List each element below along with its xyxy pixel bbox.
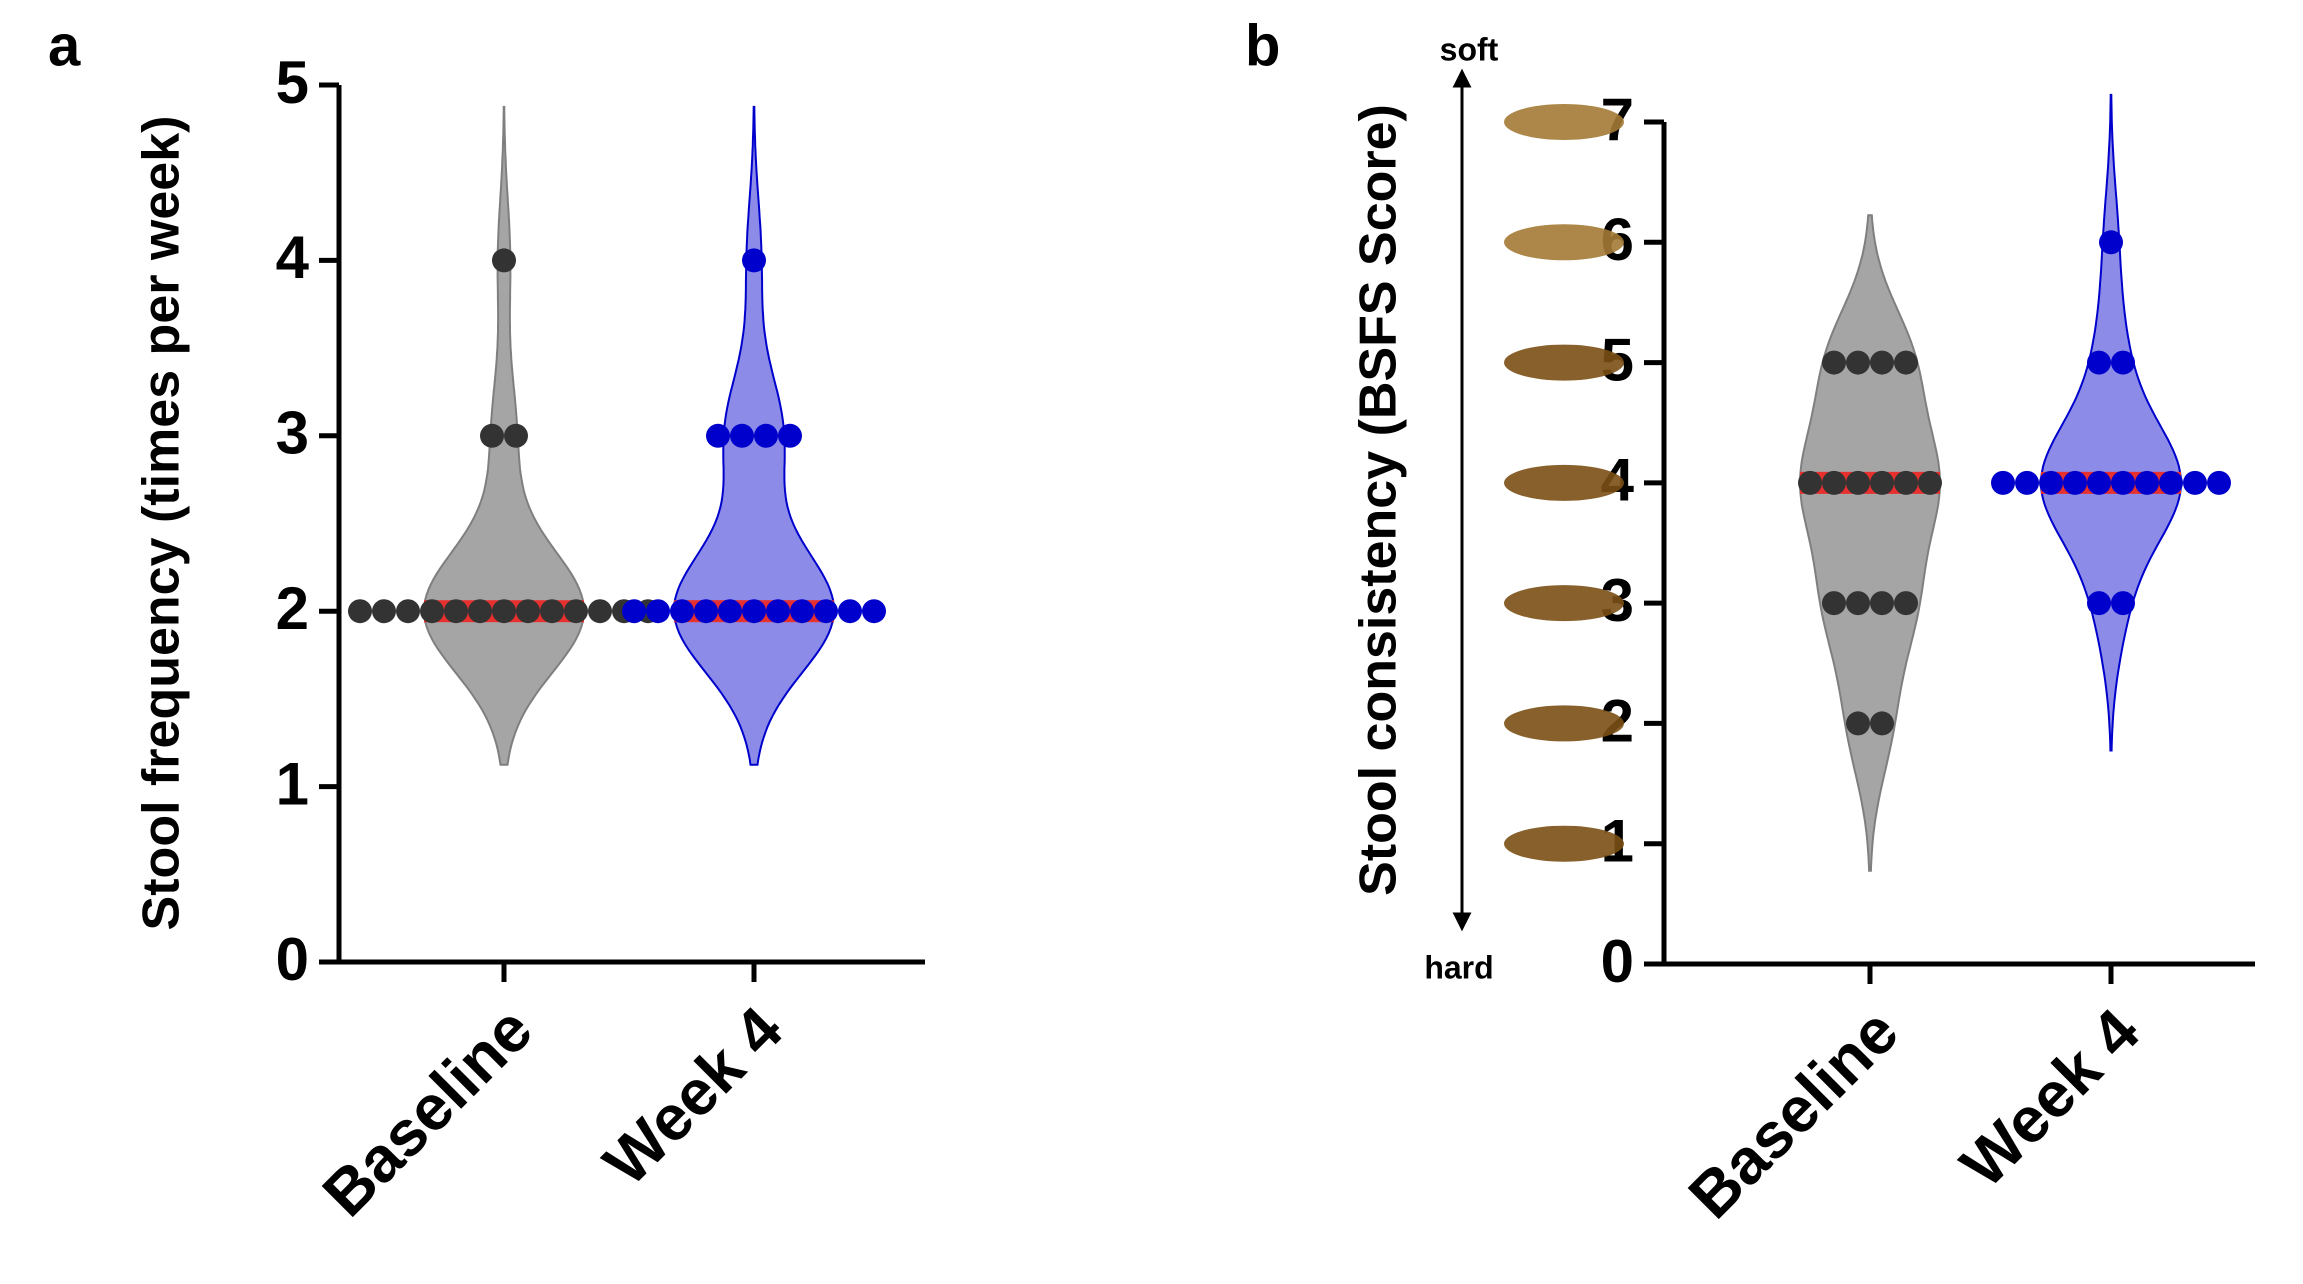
data-point	[1918, 470, 1942, 495]
data-point	[480, 423, 504, 448]
panel-label: a	[48, 13, 81, 78]
stool-icon	[1504, 585, 1624, 622]
stool-icon	[1504, 224, 1624, 261]
data-point	[742, 599, 766, 624]
data-point	[766, 599, 790, 624]
x-tick-label: Baseline	[1675, 995, 1912, 1232]
data-point	[694, 599, 718, 624]
data-point	[444, 599, 468, 624]
data-point	[540, 599, 564, 624]
data-point	[754, 423, 778, 448]
data-point	[2099, 230, 2123, 255]
data-point	[2087, 591, 2111, 616]
data-point	[1894, 591, 1918, 616]
data-point	[2183, 470, 2207, 495]
data-point	[2087, 350, 2111, 375]
data-point	[706, 423, 730, 448]
data-point	[646, 599, 670, 624]
data-point	[2135, 470, 2159, 495]
data-point	[2207, 470, 2231, 495]
data-point	[838, 599, 862, 624]
annotation: hard	[1424, 949, 1493, 985]
data-point	[1846, 470, 1870, 495]
violin	[2039, 93, 2183, 752]
data-point	[790, 599, 814, 624]
data-point	[2111, 591, 2135, 616]
data-point	[504, 423, 528, 448]
data-point	[492, 248, 516, 273]
stool-icon	[1504, 464, 1624, 501]
panel-label: b	[1245, 13, 1280, 78]
stool-icon	[1504, 825, 1624, 862]
data-point	[718, 599, 742, 624]
stool-icon	[1504, 104, 1624, 140]
y-tick-label: 1	[276, 750, 309, 817]
data-point	[742, 248, 766, 273]
x-tick-label: Week 4	[590, 993, 796, 1199]
y-tick-label: 0	[276, 926, 309, 993]
data-point	[2087, 470, 2111, 495]
data-point	[2111, 470, 2135, 495]
data-point	[468, 599, 492, 624]
data-point	[588, 599, 612, 624]
data-point	[1822, 350, 1846, 375]
data-point	[1798, 470, 1822, 495]
data-point	[622, 599, 646, 624]
data-point	[778, 423, 802, 448]
scale-arrow	[1452, 68, 1472, 932]
x-tick-label: Baseline	[309, 993, 546, 1230]
data-point	[730, 423, 754, 448]
data-point	[372, 599, 396, 624]
y-axis-title: Stool consistency (BSFS Score)	[1350, 104, 1408, 896]
data-point	[670, 599, 694, 624]
data-point	[2063, 470, 2087, 495]
data-point	[1846, 591, 1870, 616]
y-tick-label: 3	[276, 400, 309, 467]
x-tick-label: Week 4	[1947, 995, 2153, 1201]
y-tick-label: 4	[276, 224, 310, 291]
y-tick-label: 2	[276, 575, 309, 642]
data-point	[2159, 470, 2183, 495]
data-point	[2015, 470, 2039, 495]
data-point	[1822, 470, 1846, 495]
data-point	[420, 599, 444, 624]
data-point	[2111, 350, 2135, 375]
stool-icon	[1504, 344, 1624, 381]
data-point	[862, 599, 886, 624]
data-point	[1991, 470, 2015, 495]
stool-icon	[1504, 705, 1624, 742]
violin	[1798, 214, 1942, 872]
data-point	[492, 599, 516, 624]
data-point	[348, 599, 372, 624]
data-point	[1894, 470, 1918, 495]
data-point	[1822, 591, 1846, 616]
data-point	[396, 599, 420, 624]
y-axis-title: Stool frequency (times per week)	[133, 116, 191, 931]
data-point	[1870, 711, 1894, 736]
data-point	[1846, 350, 1870, 375]
data-point	[516, 599, 540, 624]
y-tick-label: 0	[1601, 928, 1634, 995]
data-point	[564, 599, 588, 624]
data-point	[1846, 711, 1870, 736]
data-point	[1870, 350, 1894, 375]
y-tick-label: 5	[276, 49, 309, 116]
data-point	[814, 599, 838, 624]
data-point	[1894, 350, 1918, 375]
data-point	[1870, 470, 1894, 495]
annotation: soft	[1440, 31, 1499, 67]
data-point	[2039, 470, 2063, 495]
data-point	[1870, 591, 1894, 616]
